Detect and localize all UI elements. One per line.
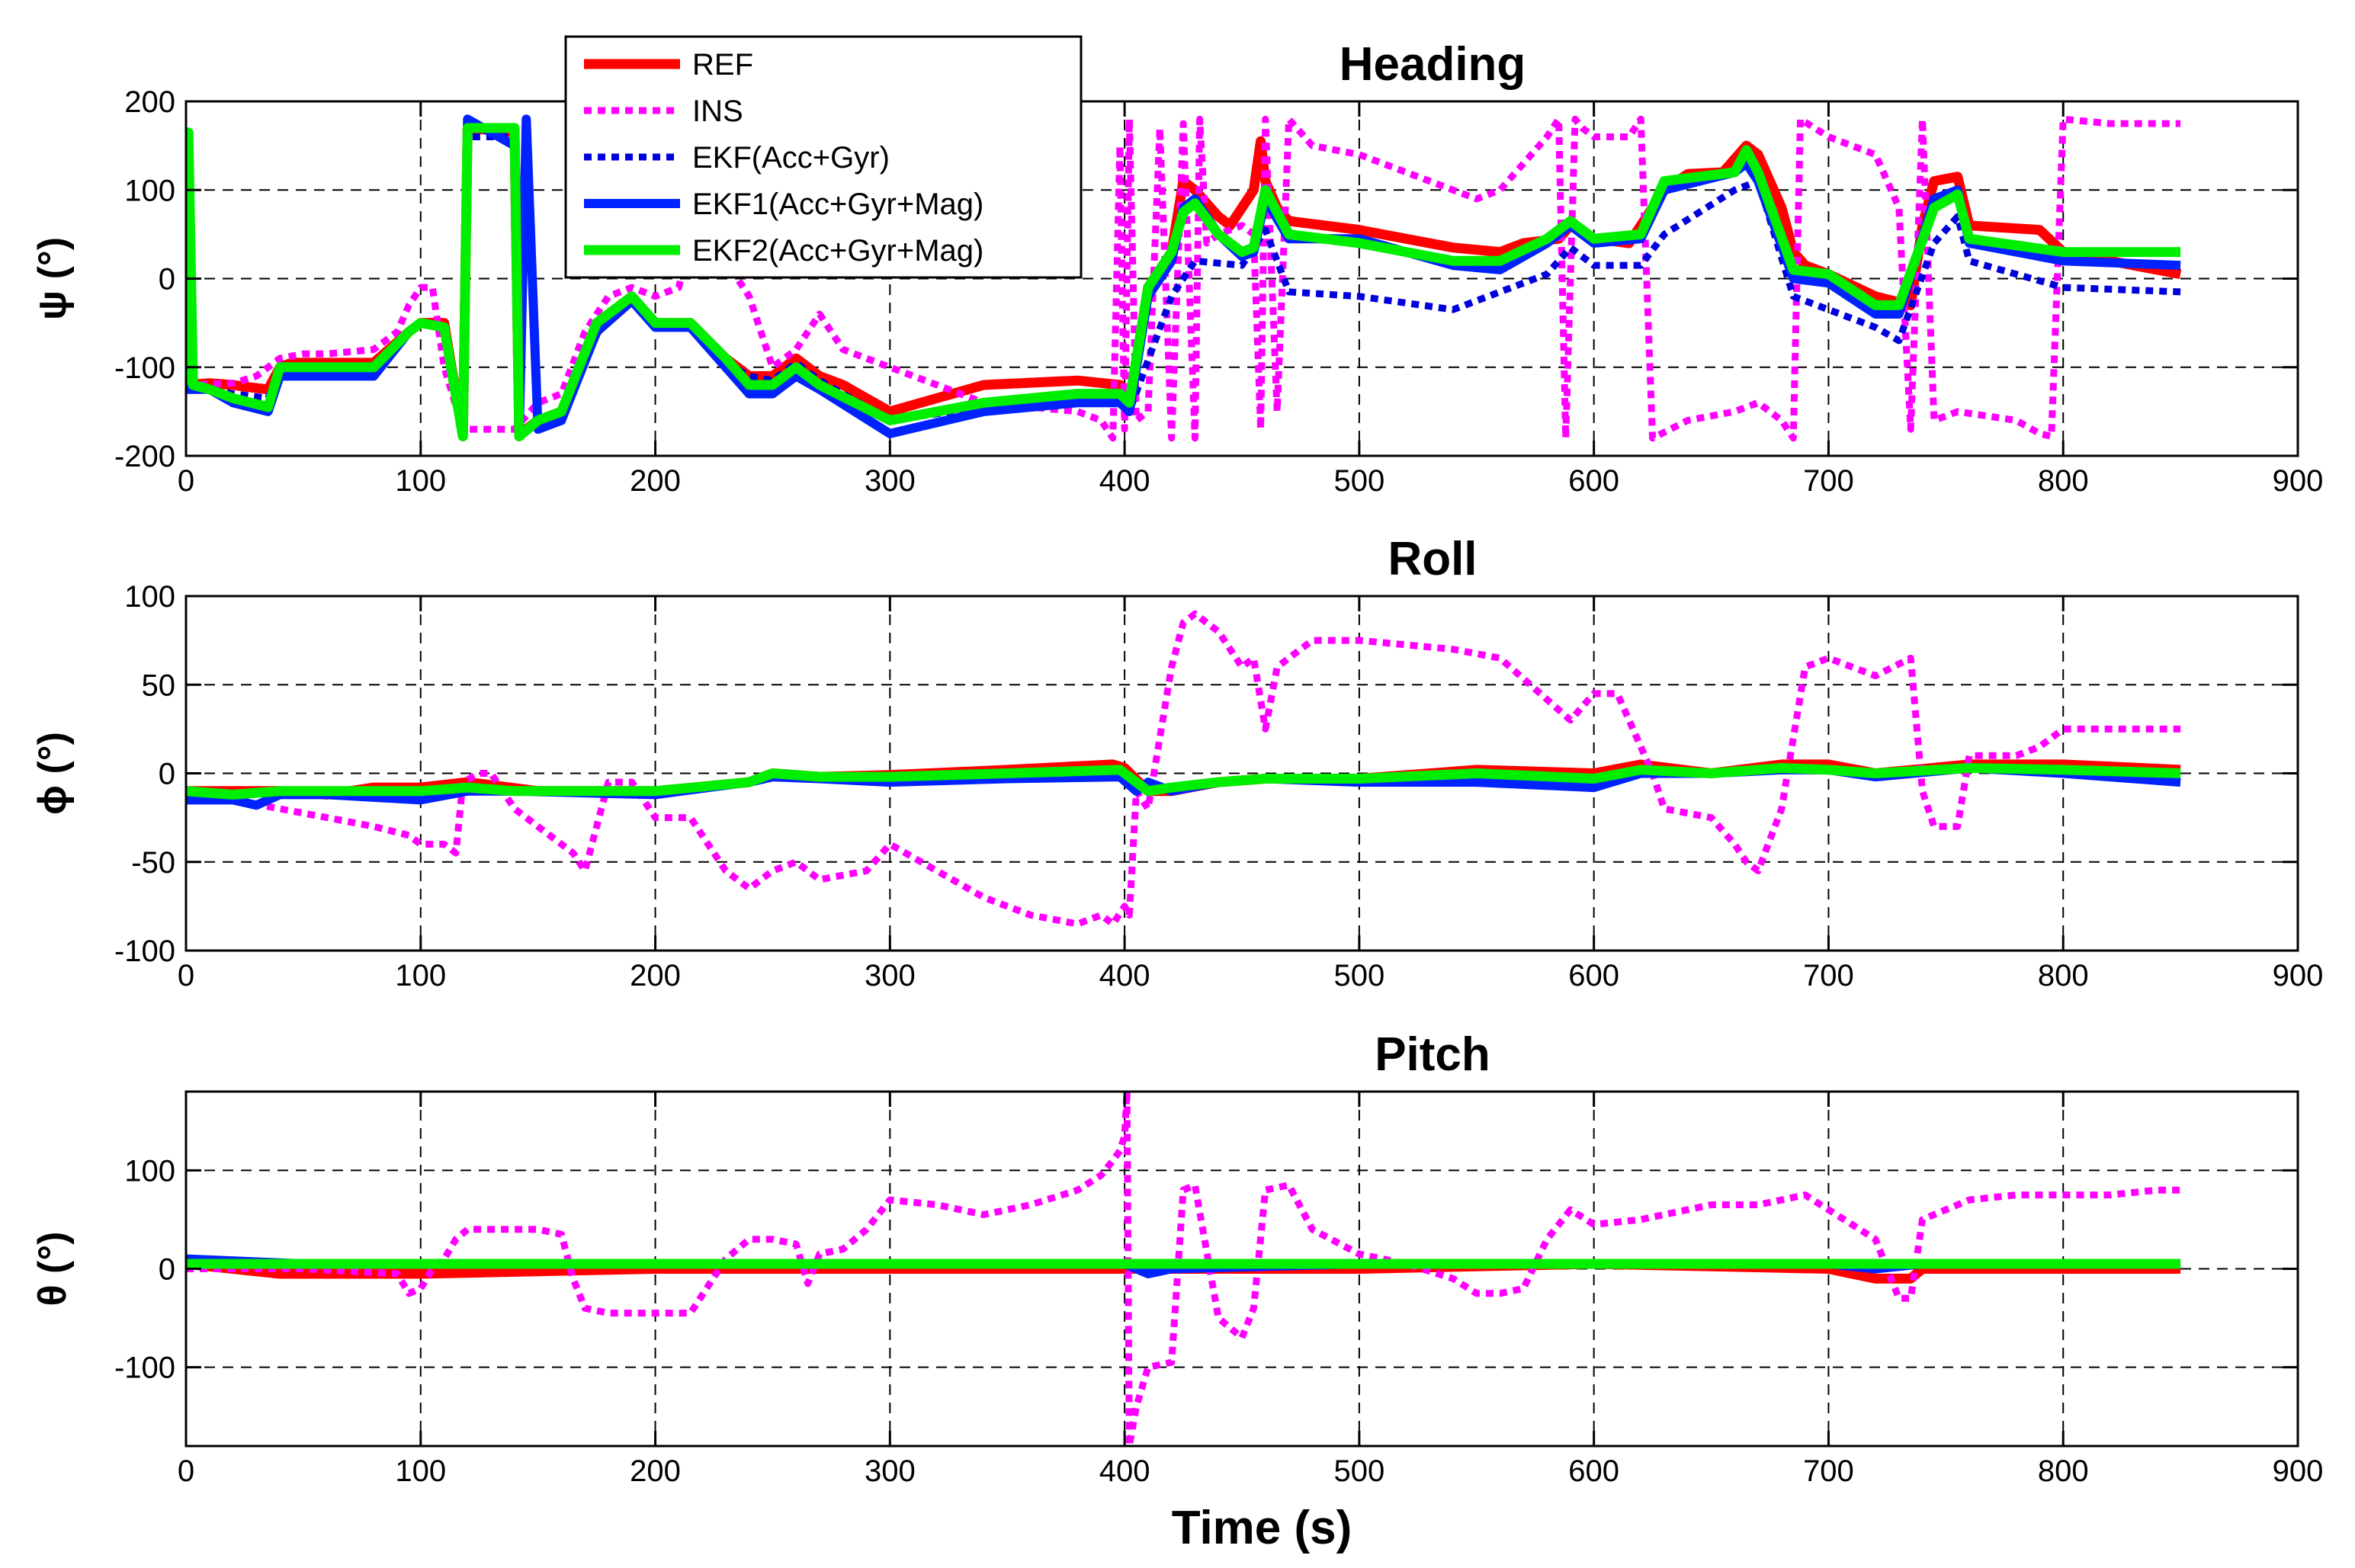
legend-label: EKF2(Acc+Gyr+Mag) <box>692 234 983 268</box>
x-tick-label: 300 <box>865 464 916 498</box>
series-line-ekf2-acc-gyr-mag <box>186 763 2181 800</box>
x-tick-label: 300 <box>865 959 916 992</box>
y-axis-label: θ (°) <box>30 1232 75 1307</box>
x-tick-label: 0 <box>178 959 194 992</box>
x-tick-label: 0 <box>178 464 194 498</box>
heading-panel: 0 100 200 300 400 500 600 700 800 900 -200 -100 0 100… <box>30 38 2323 498</box>
series-line-ekf2-acc-gyr-mag <box>186 123 2181 441</box>
legend: REF INS EKF(Acc+Gyr) EKF1(Acc+Gyr+Mag) EKF2(… <box>564 35 1083 279</box>
x-tick-label: 900 <box>2273 959 2324 992</box>
panel-title: Roll <box>1388 533 1477 585</box>
x-tick-label: 400 <box>1099 464 1150 498</box>
y-tick-label: 200 <box>124 85 175 119</box>
y-tick-label: -100 <box>114 935 175 968</box>
y-tick-label: 0 <box>159 263 175 297</box>
x-tick-label: 500 <box>1334 959 1385 992</box>
y-tick-label: 0 <box>159 758 175 791</box>
x-tick-label: 800 <box>2038 959 2089 992</box>
roll-panel: 0 100 200 300 400 500 600 700 800 900 -100 -50 0 50 10… <box>30 533 2323 992</box>
x-tick-label: 0 <box>178 1454 194 1488</box>
series-group <box>186 1092 2181 1446</box>
series-line-ins <box>186 1092 2181 1446</box>
x-tick-label: 400 <box>1099 1454 1150 1488</box>
series-group <box>186 610 2181 928</box>
panel-title: Pitch <box>1375 1028 1490 1081</box>
x-tick-label: 600 <box>1568 959 1619 992</box>
x-axis-label: Time (s) <box>1172 1502 1352 1554</box>
y-axis-label: ψ (°) <box>30 237 75 320</box>
x-tick-label: 500 <box>1334 1454 1385 1488</box>
y-axis-label: ϕ (°) <box>30 732 75 815</box>
y-tick-label: 100 <box>124 174 175 207</box>
x-tick-label: 700 <box>1803 464 1854 498</box>
x-tick-label: 200 <box>630 1454 681 1488</box>
x-tick-label: 600 <box>1568 1454 1619 1488</box>
y-tick-label: -100 <box>114 351 175 385</box>
x-tick-label: 700 <box>1803 959 1854 992</box>
y-tick-label: -100 <box>114 1352 175 1385</box>
y-tick-label: 0 <box>159 1253 175 1287</box>
series-group <box>186 114 2182 442</box>
x-tick-label: 900 <box>2273 1454 2324 1488</box>
x-tick-label: 600 <box>1568 464 1619 498</box>
x-tick-label: 500 <box>1334 464 1385 498</box>
legend-box <box>564 35 1083 279</box>
x-tick-label: 800 <box>2038 1454 2089 1488</box>
y-tick-label: -50 <box>131 846 175 880</box>
x-tick-label: 200 <box>630 464 681 498</box>
pitch-panel: 0 100 200 300 400 500 600 700 800 900 -100 0 100 Pitc… <box>30 1028 2323 1554</box>
x-tick-label: 400 <box>1099 959 1150 992</box>
panel-title: Heading <box>1340 38 1526 91</box>
series-line-ins <box>186 610 2181 928</box>
legend-label: REF <box>692 48 753 82</box>
legend-label: EKF(Acc+Gyr) <box>692 141 890 175</box>
x-tick-label: 100 <box>395 959 446 992</box>
legend-label: INS <box>692 95 743 128</box>
x-tick-label: 100 <box>395 464 446 498</box>
y-tick-label: 100 <box>124 580 175 614</box>
x-tick-label: 300 <box>865 1454 916 1488</box>
series-line-ins <box>186 115 2181 442</box>
x-tick-label: 700 <box>1803 1454 1854 1488</box>
x-tick-label: 800 <box>2038 464 2089 498</box>
y-tick-label: 50 <box>142 669 176 702</box>
y-tick-label: -200 <box>114 440 175 473</box>
legend-label: EKF1(Acc+Gyr+Mag) <box>692 188 983 221</box>
x-tick-label: 900 <box>2273 464 2324 498</box>
x-tick-label: 200 <box>630 959 681 992</box>
y-tick-label: 100 <box>124 1154 175 1188</box>
x-tick-label: 100 <box>395 1454 446 1488</box>
